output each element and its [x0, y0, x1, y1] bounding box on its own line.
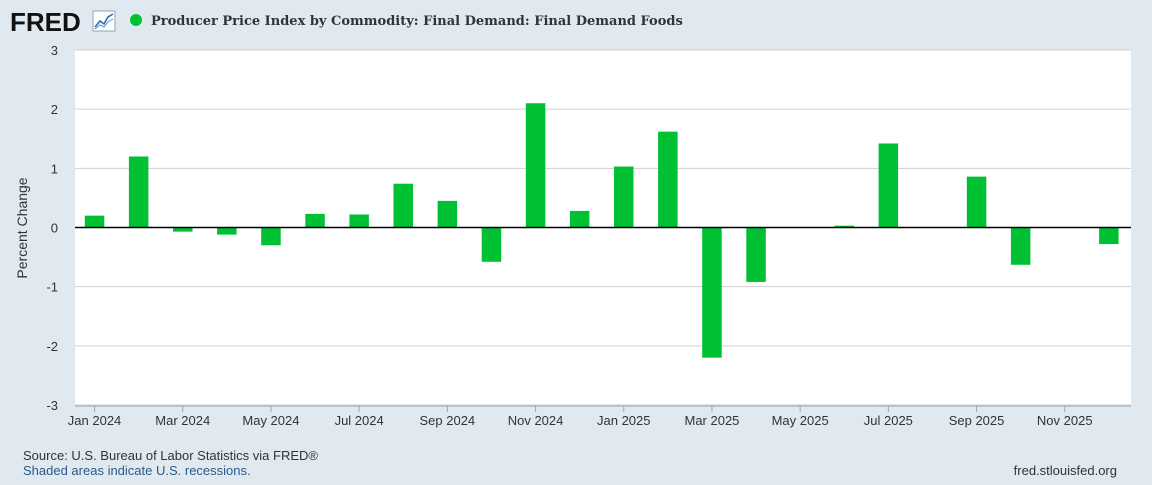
x-axis: Jan 2024 Mar 2024 May 2024 Jul 2024 Sep 2024… — [68, 405, 1131, 428]
site-url[interactable]: fred.stlouisfed.org — [1013, 463, 1117, 478]
x-tick-label: Nov 2024 — [508, 413, 564, 428]
legend-label: Producer Price Index by Commodity: Final… — [151, 14, 683, 29]
y-tick-label: 2 — [51, 102, 58, 117]
bar-may-2024[interactable] — [261, 227, 281, 246]
bar-feb-2024[interactable] — [128, 156, 149, 228]
x-tick-label: Jul 2024 — [335, 413, 384, 428]
bars — [84, 103, 1119, 358]
bar-apr-2024[interactable] — [217, 227, 237, 235]
bar-oct-2025[interactable] — [1010, 227, 1031, 265]
bar-jan-2024[interactable] — [84, 215, 105, 228]
fred-graph-icon — [92, 10, 116, 32]
y-tick-label: -1 — [46, 280, 58, 295]
bar-sep-2025[interactable] — [966, 176, 987, 228]
bar-sep-2024[interactable] — [437, 200, 458, 228]
bar-nov-2024[interactable] — [525, 103, 546, 228]
y-tick-label: 3 — [51, 43, 58, 58]
bar-jun-2025[interactable] — [834, 225, 855, 228]
y-tick-label: 0 — [51, 221, 58, 236]
x-tick-label: Sep 2025 — [949, 413, 1005, 428]
bar-dec-2025[interactable] — [1099, 227, 1119, 245]
bar-feb-2025[interactable] — [658, 131, 678, 228]
x-tick-label: Mar 2024 — [155, 413, 210, 428]
bar-oct-2024[interactable] — [481, 227, 502, 262]
bar-jan-2025[interactable] — [614, 166, 634, 228]
bar-jul-2025[interactable] — [878, 143, 899, 228]
x-tick-label: Mar 2025 — [684, 413, 739, 428]
legend-marker — [130, 14, 142, 26]
x-tick-label: May 2025 — [772, 413, 829, 428]
bar-aug-2024[interactable] — [393, 183, 414, 228]
bar-jun-2024[interactable] — [305, 213, 325, 228]
fred-logo[interactable]: FRED — [10, 7, 81, 37]
bar-dec-2024[interactable] — [569, 210, 590, 228]
x-tick-label: Jul 2025 — [864, 413, 913, 428]
bar-mar-2024[interactable] — [173, 227, 193, 232]
bar-apr-2025[interactable] — [746, 227, 766, 282]
y-axis-label: Percent Change — [14, 177, 30, 278]
bar-jul-2024[interactable] — [349, 214, 369, 228]
x-tick-label: Nov 2025 — [1037, 413, 1093, 428]
y-tick-label: 1 — [51, 161, 58, 176]
x-tick-label: Jan 2024 — [68, 413, 122, 428]
recession-note[interactable]: Shaded areas indicate U.S. recessions. — [23, 463, 251, 478]
x-tick-label: Jan 2025 — [597, 413, 651, 428]
source-note: Source: U.S. Bureau of Labor Statistics … — [23, 448, 318, 463]
x-tick-label: May 2024 — [242, 413, 299, 428]
y-tick-label: -2 — [46, 339, 58, 354]
y-tick-label: -3 — [46, 398, 58, 413]
bar-mar-2025[interactable] — [702, 227, 722, 358]
x-tick-label: Sep 2024 — [420, 413, 476, 428]
y-axis: -3 -2 -1 0 1 2 3 — [46, 43, 58, 413]
grid-lines — [75, 49, 1131, 406]
